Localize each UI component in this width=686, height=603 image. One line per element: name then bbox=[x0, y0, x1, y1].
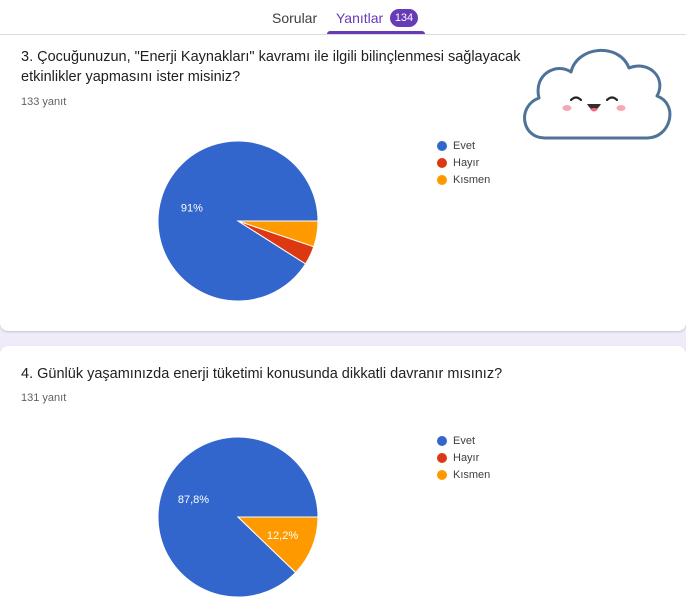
pie-chart: 91% bbox=[157, 140, 319, 302]
chart-legend: Evet Hayır Kısmen bbox=[437, 432, 490, 483]
legend-item-kismen: Kısmen bbox=[437, 171, 490, 188]
legend-label-evet: Evet bbox=[453, 434, 476, 447]
legend-swatch-kismen bbox=[437, 469, 447, 480]
question-card-4: 4. Günlük yaşamınızda enerji tüketimi ko… bbox=[0, 346, 686, 603]
legend-label-kismen: Kısmen bbox=[453, 173, 491, 186]
pie-slice-kismen bbox=[237, 220, 319, 248]
legend-swatch-kismen bbox=[437, 174, 447, 185]
legend-swatch-evet bbox=[437, 140, 447, 151]
cloud-sticker-icon bbox=[518, 44, 675, 144]
responses-count-badge: 134 bbox=[390, 9, 418, 27]
legend-item-evet: Evet bbox=[437, 432, 490, 449]
question-title: 3. Çocuğunuzun, "Enerji Kaynakları" kavr… bbox=[21, 49, 521, 85]
legend-item-evet: Evet bbox=[437, 137, 490, 154]
legend-swatch-evet bbox=[437, 435, 447, 446]
legend-item-hayir: Hayır bbox=[437, 154, 490, 171]
legend-label-hayir: Hayır bbox=[453, 156, 480, 169]
legend-label-kismen: Kısmen bbox=[453, 468, 491, 481]
chart-legend: Evet Hayır Kısmen bbox=[437, 137, 490, 188]
pie-slice-kismen bbox=[236, 516, 319, 574]
pie-label-evet: 91% bbox=[181, 203, 203, 215]
response-count: 133 yanıt bbox=[21, 96, 67, 108]
question-title: 4. Günlük yaşamınızda enerji tüketimi ko… bbox=[21, 366, 503, 382]
top-tab-bar: Sorular Yanıtlar 134 bbox=[0, 0, 686, 35]
pie-label-evet: 87,8% bbox=[178, 494, 209, 506]
pie-chart: 87,8% 12,2% bbox=[157, 436, 319, 598]
legend-swatch-hayir bbox=[437, 157, 447, 168]
response-count: 131 yanıt bbox=[21, 392, 67, 404]
legend-label-hayir: Hayır bbox=[453, 451, 480, 464]
legend-item-kismen: Kısmen bbox=[437, 466, 490, 483]
legend-label-evet: Evet bbox=[453, 139, 476, 152]
tab-questions[interactable]: Sorular bbox=[272, 10, 318, 26]
active-tab-indicator bbox=[327, 31, 425, 34]
tab-responses[interactable]: Yanıtlar bbox=[336, 10, 384, 26]
legend-swatch-hayir bbox=[437, 452, 447, 463]
legend-item-hayir: Hayır bbox=[437, 449, 490, 466]
pie-label-kismen: 12,2% bbox=[267, 530, 298, 542]
